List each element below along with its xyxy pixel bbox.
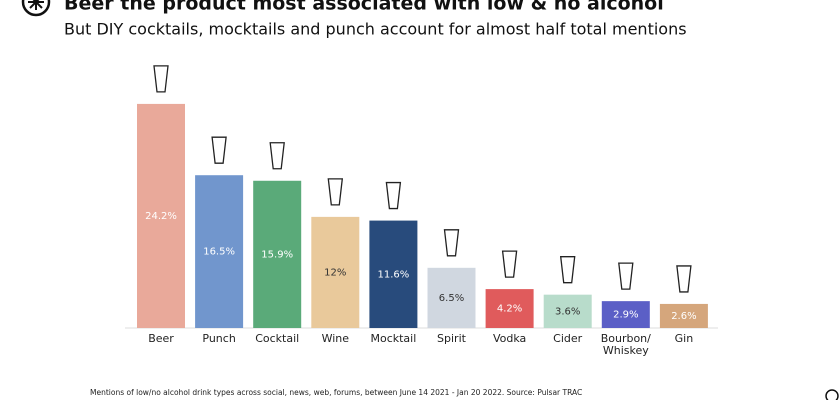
x-tick-label: Bourbon/ Whiskey: [600, 332, 651, 357]
value-label: 12%: [324, 267, 346, 278]
drink-icon: [559, 256, 576, 284]
bar: [543, 294, 592, 328]
value-label: 16.5%: [203, 247, 235, 258]
chart-title: Beer the product most associated with lo…: [64, 0, 664, 15]
x-tick-label: Cider: [553, 332, 583, 345]
bar: [659, 303, 708, 328]
bar: [253, 180, 302, 328]
x-tick-label: Mocktail: [370, 332, 417, 345]
value-label: 11.6%: [378, 269, 410, 280]
value-label: 15.9%: [261, 249, 293, 260]
bar: [485, 289, 534, 328]
value-label: 2.9%: [613, 310, 638, 321]
x-tick-label: Wine: [321, 332, 350, 345]
footnote: Mentions of low/no alcohol drink types a…: [90, 388, 582, 397]
bar: [195, 175, 244, 328]
drink-icon: [676, 265, 692, 293]
x-tick-label: Punch: [202, 332, 236, 345]
drink-icon: [443, 229, 460, 257]
x-tick-label: Spirit: [437, 332, 466, 345]
chart-subtitle: But DIY cocktails, mocktails and punch a…: [64, 20, 687, 39]
value-label: 24.2%: [145, 211, 177, 222]
x-tick-label: Vodka: [492, 332, 527, 345]
logo: [21, 0, 51, 17]
drink-icon: [211, 136, 227, 164]
bar: [427, 267, 476, 328]
drink-icon: [269, 142, 285, 170]
x-tick-label: Cocktail: [255, 332, 300, 345]
value-label: 3.6%: [555, 306, 580, 317]
drink-icon: [327, 178, 344, 206]
value-label: 2.6%: [671, 311, 696, 322]
corner-logo: [825, 389, 839, 400]
bar: [369, 220, 418, 328]
value-label: 4.2%: [497, 304, 522, 315]
drink-icon: [385, 181, 402, 210]
bar: [137, 103, 185, 329]
bar: [601, 301, 650, 328]
value-label: 6.5%: [439, 293, 464, 304]
drink-icon: [618, 262, 634, 290]
drink-icon: [153, 65, 169, 93]
x-tick-label: Beer: [148, 332, 174, 345]
drink-icon: [501, 250, 518, 278]
x-tick-label: Gin: [674, 332, 694, 345]
bar: [311, 216, 360, 328]
